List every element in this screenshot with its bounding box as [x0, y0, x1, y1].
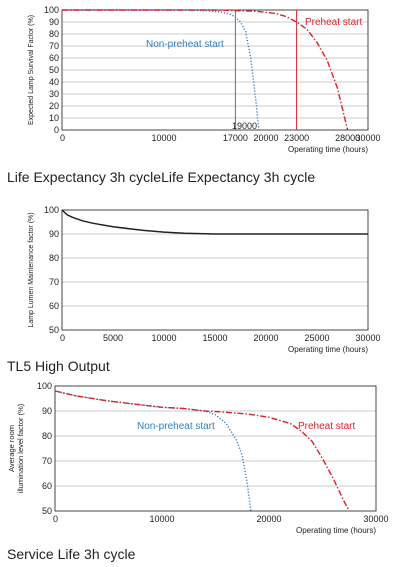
- life-expectancy-caption: Life Expectancy 3h cycleLife Expectancy …: [7, 169, 316, 185]
- series-label: Non-preheat start: [146, 39, 224, 50]
- x-axis-label: Operating time (hours): [296, 526, 376, 535]
- series-line-preheat-start: [62, 9, 349, 131]
- x-tick-label: 0: [60, 133, 65, 143]
- series-label: Non-preheat start: [137, 421, 215, 432]
- x-tick-label: 5000: [103, 333, 123, 343]
- tl5-high-output-caption: TL5 High Output: [7, 358, 110, 374]
- y-tick-label: 90: [49, 229, 59, 239]
- y-axis-label: Lamp Lumen Maintenance factor (%): [28, 212, 35, 327]
- x-tick-label: 10000: [149, 514, 174, 524]
- plot-frame: [54, 385, 377, 512]
- y-tick-label: 60: [42, 481, 52, 491]
- series-line-non-preheat-start: [54, 390, 252, 512]
- x-axis-label: Operating time (hours): [288, 145, 368, 154]
- y-tick-label: 20: [49, 101, 59, 111]
- x-tick-label: 20000: [253, 333, 278, 343]
- y-tick-label: 50: [49, 325, 59, 335]
- y-tick-label: 50: [42, 506, 52, 516]
- y-tick-label: 100: [44, 205, 59, 215]
- annotation-label: 19000: [232, 121, 257, 131]
- y-tick-label: 60: [49, 53, 59, 63]
- y-tick-label: 90: [42, 406, 52, 416]
- x-tick-label: 28000: [335, 133, 360, 143]
- y-axis-label: Expected Lamp Survival Factor (%): [28, 15, 35, 125]
- lumen-maintenance-chart: 50 60 70 80 90 100 0 5000 10000 15000 20000 25000 30…: [28, 205, 381, 354]
- series-line-non-preheat-start: [62, 9, 260, 131]
- series-label: Preheat start: [298, 421, 355, 432]
- x-tick-label: 10000: [151, 333, 176, 343]
- y-tick-label: 80: [49, 29, 59, 39]
- y-tick-label: 60: [49, 301, 59, 311]
- y-tick-label: 70: [42, 456, 52, 466]
- x-tick-label: 23000: [284, 133, 309, 143]
- y-tick-label: 80: [42, 431, 52, 441]
- x-tick-label: 0: [60, 333, 65, 343]
- y-tick-label: 90: [49, 17, 59, 27]
- y-tick-label: 70: [49, 277, 59, 287]
- x-tick-label: 10000: [151, 133, 176, 143]
- series-line-lumen: [61, 209, 368, 235]
- x-axis-label: Operating time (hours): [288, 345, 368, 354]
- y-tick-label: 10: [49, 113, 59, 123]
- x-tick-label: 20000: [256, 514, 281, 524]
- x-tick-label: 25000: [304, 333, 329, 343]
- y-axis-label: Average roomillumination level factor (%…: [7, 403, 25, 493]
- x-tick-label: 30000: [355, 133, 380, 143]
- service-life-chart: 50 60 70 80 90 100 0 10000 20000 30000 Operating t…: [7, 381, 389, 535]
- x-tick-label: 17000: [223, 133, 248, 143]
- y-tick-label: 30: [49, 89, 59, 99]
- y-tick-label: 100: [44, 5, 59, 15]
- series-line-preheat-start: [54, 390, 350, 512]
- x-tick-label: 15000: [202, 333, 227, 343]
- x-tick-label: 20000: [253, 133, 278, 143]
- service-life-caption: Service Life 3h cycle: [7, 546, 136, 562]
- y-tick-label: 80: [49, 253, 59, 263]
- y-tick-label: 70: [49, 41, 59, 51]
- y-tick-label: 50: [49, 65, 59, 75]
- y-tick-label: 0: [54, 125, 59, 135]
- x-tick-label: 30000: [363, 514, 388, 524]
- x-tick-label: 0: [53, 514, 58, 524]
- y-tick-label: 100: [37, 381, 52, 391]
- plot-frame: [61, 209, 369, 331]
- y-tick-label: 40: [49, 77, 59, 87]
- series-label: Preheat start: [305, 17, 362, 28]
- x-tick-label: 30000: [355, 333, 380, 343]
